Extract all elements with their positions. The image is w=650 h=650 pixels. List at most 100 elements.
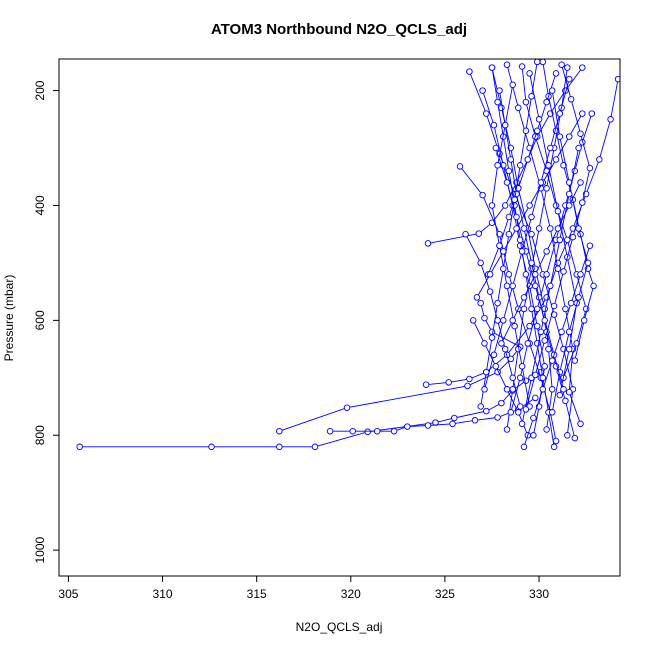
data-point	[276, 427, 283, 435]
data-point	[208, 443, 215, 451]
x-axis: 305 310 315 320 325 330	[58, 575, 549, 601]
data-point	[575, 225, 582, 232]
data-point	[498, 399, 505, 407]
data-point	[449, 420, 456, 428]
data-point	[584, 259, 592, 267]
data-point	[515, 409, 522, 416]
data-point	[503, 426, 511, 433]
data-point	[528, 93, 535, 100]
y-axis: 200 400 600 800 1000	[33, 80, 60, 564]
data-point	[547, 144, 554, 152]
data-point	[511, 322, 518, 330]
data-point	[456, 163, 464, 170]
data-point	[505, 271, 513, 278]
data-point	[541, 337, 548, 344]
data-point	[535, 225, 543, 232]
series-line	[484, 78, 570, 390]
data-point	[509, 374, 516, 382]
data-point	[494, 162, 501, 169]
data-point	[500, 317, 507, 324]
series-17	[488, 64, 558, 451]
data-point	[550, 443, 558, 451]
chart-title: ATOM3 Northbound N2O_QCLS_adj	[211, 21, 467, 38]
data-point	[579, 199, 586, 206]
data-point	[543, 98, 550, 106]
data-point	[445, 379, 452, 386]
data-point	[505, 167, 513, 175]
data-point	[567, 299, 575, 307]
data-point	[533, 127, 541, 135]
data-point	[565, 388, 573, 396]
series-line	[523, 245, 591, 447]
series-line	[491, 67, 555, 447]
data-point	[560, 268, 567, 275]
data-point	[564, 64, 571, 71]
series-line	[506, 64, 581, 424]
data-point	[524, 340, 532, 347]
series-line	[510, 113, 593, 413]
data-point	[464, 382, 471, 390]
data-point	[547, 282, 554, 290]
data-point	[509, 81, 516, 89]
data-point	[556, 110, 564, 117]
data-point	[571, 434, 579, 442]
series-15	[462, 230, 524, 410]
data-point	[475, 230, 483, 237]
data-point	[492, 363, 500, 370]
data-point	[565, 133, 573, 140]
data-point	[532, 282, 539, 290]
data-point	[518, 420, 526, 428]
data-point	[424, 240, 432, 247]
series-line	[472, 320, 529, 436]
series-21	[488, 81, 533, 410]
data-point	[586, 164, 594, 172]
data-point	[533, 322, 541, 330]
data-point	[373, 427, 381, 435]
data-point	[530, 432, 537, 439]
data-point	[564, 236, 571, 244]
data-point	[479, 87, 486, 94]
plot-region	[76, 59, 620, 451]
data-point	[560, 162, 567, 169]
series-2	[276, 299, 524, 435]
data-point	[276, 443, 283, 451]
data-point	[466, 375, 473, 383]
data-point	[569, 233, 577, 241]
y-axis-label: Pressure (mbar)	[2, 275, 16, 362]
data-point	[469, 317, 477, 324]
data-point	[571, 167, 579, 175]
data-point	[577, 179, 584, 186]
series-line	[468, 71, 574, 436]
data-point	[513, 225, 520, 232]
data-point	[509, 282, 516, 290]
data-point	[505, 213, 513, 221]
data-point	[554, 265, 562, 272]
data-point	[501, 202, 509, 209]
data-point	[526, 202, 533, 209]
data-point	[509, 386, 516, 393]
data-point	[518, 363, 526, 370]
data-point	[471, 417, 479, 424]
data-point	[422, 381, 430, 388]
data-point	[522, 406, 530, 413]
data-point	[537, 328, 545, 336]
data-point	[500, 248, 507, 255]
x-tick-label: 305	[58, 587, 78, 601]
series-23	[518, 144, 582, 428]
series-line	[529, 73, 578, 396]
data-point	[533, 59, 541, 66]
data-point	[424, 422, 432, 429]
series-line	[495, 147, 564, 390]
data-point	[503, 179, 511, 186]
data-point	[473, 294, 481, 301]
data-point	[516, 162, 524, 169]
data-point	[501, 121, 509, 129]
data-point	[526, 70, 533, 77]
data-point	[516, 374, 524, 382]
data-point	[556, 236, 564, 244]
data-point	[477, 403, 484, 410]
data-point	[565, 75, 573, 83]
data-point	[503, 386, 511, 393]
data-point	[520, 443, 528, 451]
